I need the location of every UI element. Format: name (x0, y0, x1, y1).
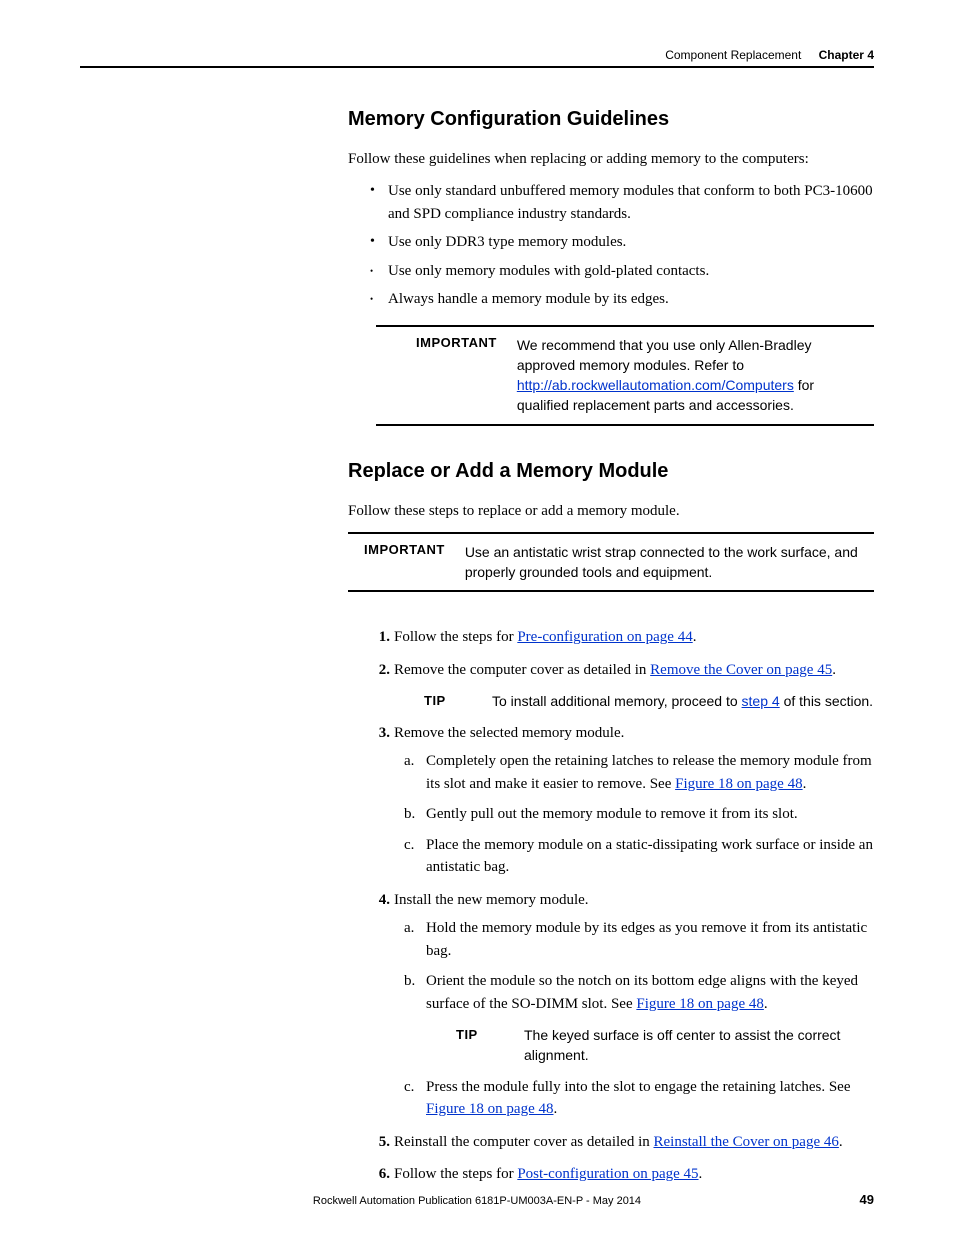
step-item: Follow the steps for Post-configuration … (376, 1163, 874, 1186)
callout-label: IMPORTANT (354, 542, 445, 583)
substep-list: Completely open the retaining latches to… (394, 750, 874, 879)
step-item: Remove the selected memory module. Compl… (376, 722, 874, 879)
section-title-memory-config: Memory Configuration Guidelines (348, 108, 874, 131)
publication-id: Rockwell Automation Publication 6181P-UM… (110, 1195, 844, 1207)
step-text: Install the new memory module. (394, 892, 589, 908)
step-item: Remove the computer cover as detailed in… (376, 659, 874, 712)
step-item: Reinstall the computer cover as detailed… (376, 1131, 874, 1154)
callout-link[interactable]: http://ab.rockwellautomation.com/Compute… (517, 377, 794, 393)
header-section: Component Replacement (665, 48, 801, 62)
intro-paragraph: Follow these guidelines when replacing o… (348, 149, 874, 170)
step-item: Install the new memory module. Hold the … (376, 889, 874, 1121)
page-footer: Rockwell Automation Publication 6181P-UM… (80, 1192, 874, 1207)
step-text-post: . (839, 1134, 843, 1150)
substep-text-pre: Press the module fully into the slot to … (426, 1079, 850, 1095)
list-item: Use only memory modules with gold-plated… (388, 260, 874, 283)
substep-item: Place the memory module on a static-diss… (408, 834, 874, 879)
step-text-post: . (832, 662, 836, 678)
list-item: Use only standard unbuffered memory modu… (388, 180, 874, 225)
step-text-pre: Reinstall the computer cover as detailed… (394, 1134, 654, 1150)
substep-item: Press the module fully into the slot to … (408, 1076, 874, 1121)
cross-ref-link[interactable]: Figure 18 on page 48 (675, 776, 802, 792)
tip-message: The keyed surface is off center to assis… (524, 1025, 874, 1066)
callout-message: Use an antistatic wrist strap connected … (465, 542, 868, 583)
tip-label: TIP (424, 691, 464, 711)
callout-label: IMPORTANT (382, 335, 497, 416)
substep-item: Orient the module so the notch on its bo… (408, 970, 874, 1066)
tip-text-post: of this section. (780, 693, 873, 709)
cross-ref-link[interactable]: Remove the Cover on page 45 (650, 662, 832, 678)
cross-ref-link[interactable]: step 4 (742, 693, 780, 709)
step-text-pre: Remove the computer cover as detailed in (394, 662, 650, 678)
page-number: 49 (844, 1192, 874, 1207)
substep-text-post: . (764, 996, 768, 1012)
step-text-post: . (693, 629, 697, 645)
procedure-steps: Follow the steps for Pre-configuration o… (348, 626, 874, 1185)
important-callout: IMPORTANT Use an antistatic wrist strap … (348, 532, 874, 593)
header-chapter: Chapter 4 (819, 48, 874, 62)
cross-ref-link[interactable]: Reinstall the Cover on page 46 (654, 1134, 839, 1150)
tip-callout: TIP To install additional memory, procee… (424, 691, 874, 711)
content-column: Memory Configuration Guidelines Follow t… (348, 108, 874, 1186)
tip-message: To install additional memory, proceed to… (492, 691, 873, 711)
list-item: Use only DDR3 type memory modules. (388, 231, 874, 254)
running-header: Component Replacement Chapter 4 (80, 48, 874, 68)
callout-text-pre: We recommend that you use only Allen-Bra… (517, 337, 812, 373)
important-callout: IMPORTANT We recommend that you use only… (376, 325, 874, 426)
cross-ref-link[interactable]: Pre-configuration on page 44 (517, 629, 692, 645)
substep-item: Hold the memory module by its edges as y… (408, 917, 874, 962)
page: Component Replacement Chapter 4 Memory C… (0, 0, 954, 1235)
tip-label: TIP (456, 1025, 496, 1066)
substep-item: Completely open the retaining latches to… (408, 750, 874, 795)
step-text-post: . (699, 1166, 703, 1182)
section-title-replace-add: Replace or Add a Memory Module (348, 460, 874, 483)
cross-ref-link[interactable]: Post-configuration on page 45 (517, 1166, 698, 1182)
substep-text-post: . (803, 776, 807, 792)
substep-item: Gently pull out the memory module to rem… (408, 803, 874, 826)
cross-ref-link[interactable]: Figure 18 on page 48 (636, 996, 763, 1012)
list-item: Always handle a memory module by its edg… (388, 288, 874, 311)
step-item: Follow the steps for Pre-configuration o… (376, 626, 874, 649)
guideline-list: Use only standard unbuffered memory modu… (348, 180, 874, 311)
cross-ref-link[interactable]: Figure 18 on page 48 (426, 1101, 553, 1117)
intro-paragraph: Follow these steps to replace or add a m… (348, 501, 874, 522)
substep-text-post: . (553, 1101, 557, 1117)
step-text: Remove the selected memory module. (394, 725, 624, 741)
callout-message: We recommend that you use only Allen-Bra… (517, 335, 868, 416)
tip-text-pre: To install additional memory, proceed to (492, 693, 742, 709)
step-text-pre: Follow the steps for (394, 629, 517, 645)
tip-callout: TIP The keyed surface is off center to a… (456, 1025, 874, 1066)
step-text-pre: Follow the steps for (394, 1166, 517, 1182)
substep-list: Hold the memory module by its edges as y… (394, 917, 874, 1121)
